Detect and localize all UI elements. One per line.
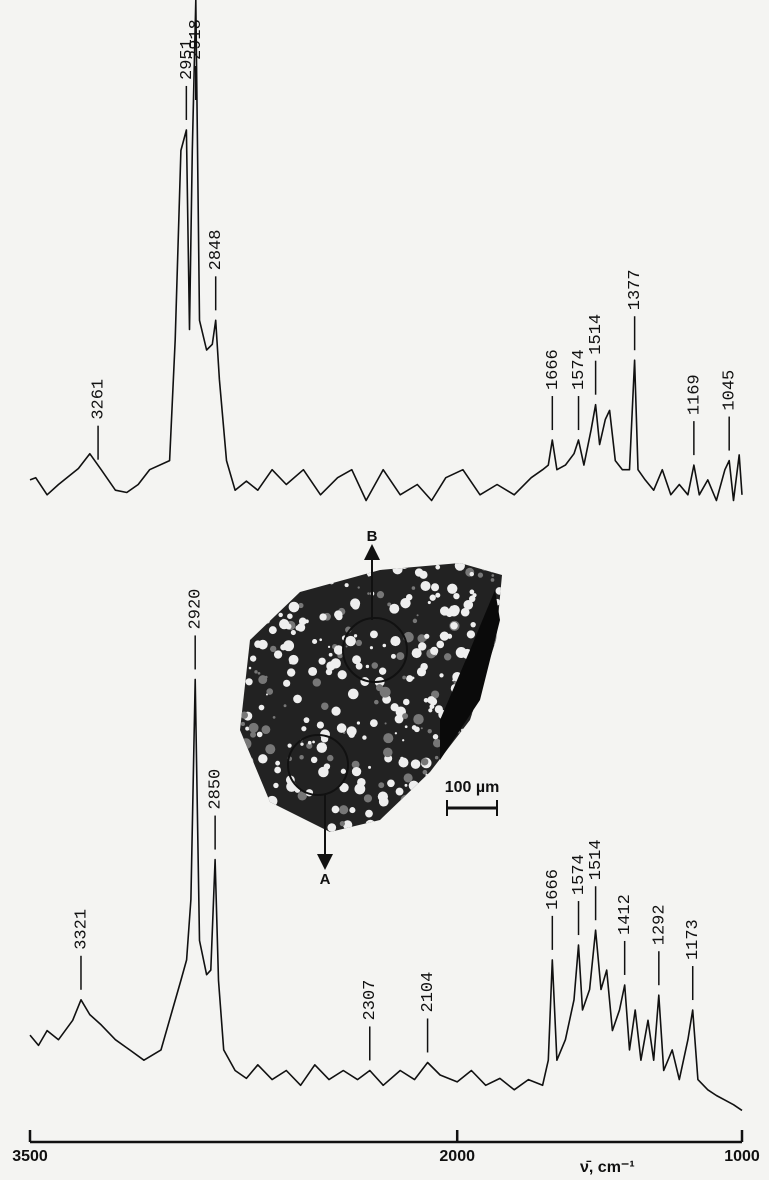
spectrum-line <box>29 0 743 502</box>
peak-label: 1292 <box>650 904 669 945</box>
peak-label: 2307 <box>361 980 380 1021</box>
inset-label: A <box>320 871 331 888</box>
peak-label: 2104 <box>419 972 438 1013</box>
peak-label: 2951 <box>178 39 197 80</box>
spectrum-line <box>29 678 743 1112</box>
x-axis-label: ν̄, cm⁻¹ <box>580 1159 635 1176</box>
peak-label: 1169 <box>685 374 704 415</box>
peak-label: 1173 <box>684 919 703 960</box>
peak-label: 3321 <box>72 909 91 950</box>
x-tick-label: 3500 <box>12 1148 48 1165</box>
peak-label: 1666 <box>544 869 563 910</box>
scale-bar-label: 100 µm <box>445 779 500 796</box>
peak-label: 2848 <box>207 230 226 271</box>
peak-label: 1514 <box>587 839 606 880</box>
peak-label: 2920 <box>187 589 206 630</box>
micrograph: B A 100 µm <box>240 528 502 888</box>
peak-label: 3261 <box>90 379 109 420</box>
peak-label: 1574 <box>570 854 589 895</box>
peak-label: 2918 <box>187 19 206 60</box>
peak-label: 1666 <box>544 349 563 390</box>
peak-label: 2850 <box>207 769 226 810</box>
peak-label: 1412 <box>616 894 635 935</box>
peak-label: 1045 <box>721 370 740 411</box>
x-tick-label: 1000 <box>724 1148 760 1165</box>
peak-label: 1574 <box>570 349 589 390</box>
peak-label: 1514 <box>587 314 606 355</box>
inset-label: B <box>367 528 378 545</box>
peak-label: 1377 <box>626 269 645 310</box>
x-tick-label: 2000 <box>439 1148 475 1165</box>
